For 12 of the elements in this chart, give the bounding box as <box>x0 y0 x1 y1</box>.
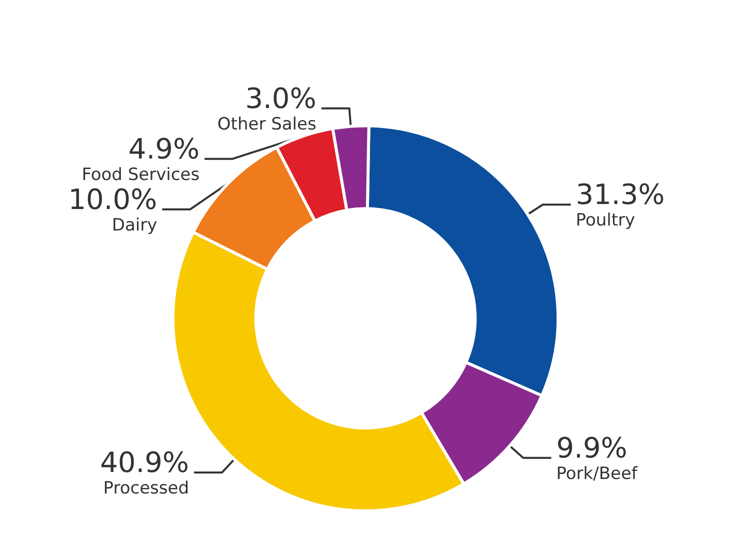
slice-label: Food Services <box>82 164 200 185</box>
slice-label: Processed <box>103 478 190 498</box>
data-label: 9.9% <box>556 431 628 464</box>
slice-label: Dairy <box>112 215 158 236</box>
data-label: 4.9% <box>128 132 200 166</box>
slice-label: Poultry <box>576 210 636 231</box>
data-label: 10.0% <box>68 182 158 216</box>
data-label: 31.3% <box>576 178 665 212</box>
slice-label: Pork/Beef <box>556 464 638 484</box>
data-label: 3.0% <box>245 82 316 115</box>
data-label: 40.9% <box>100 446 190 479</box>
slice-label: Other Sales <box>217 114 316 134</box>
